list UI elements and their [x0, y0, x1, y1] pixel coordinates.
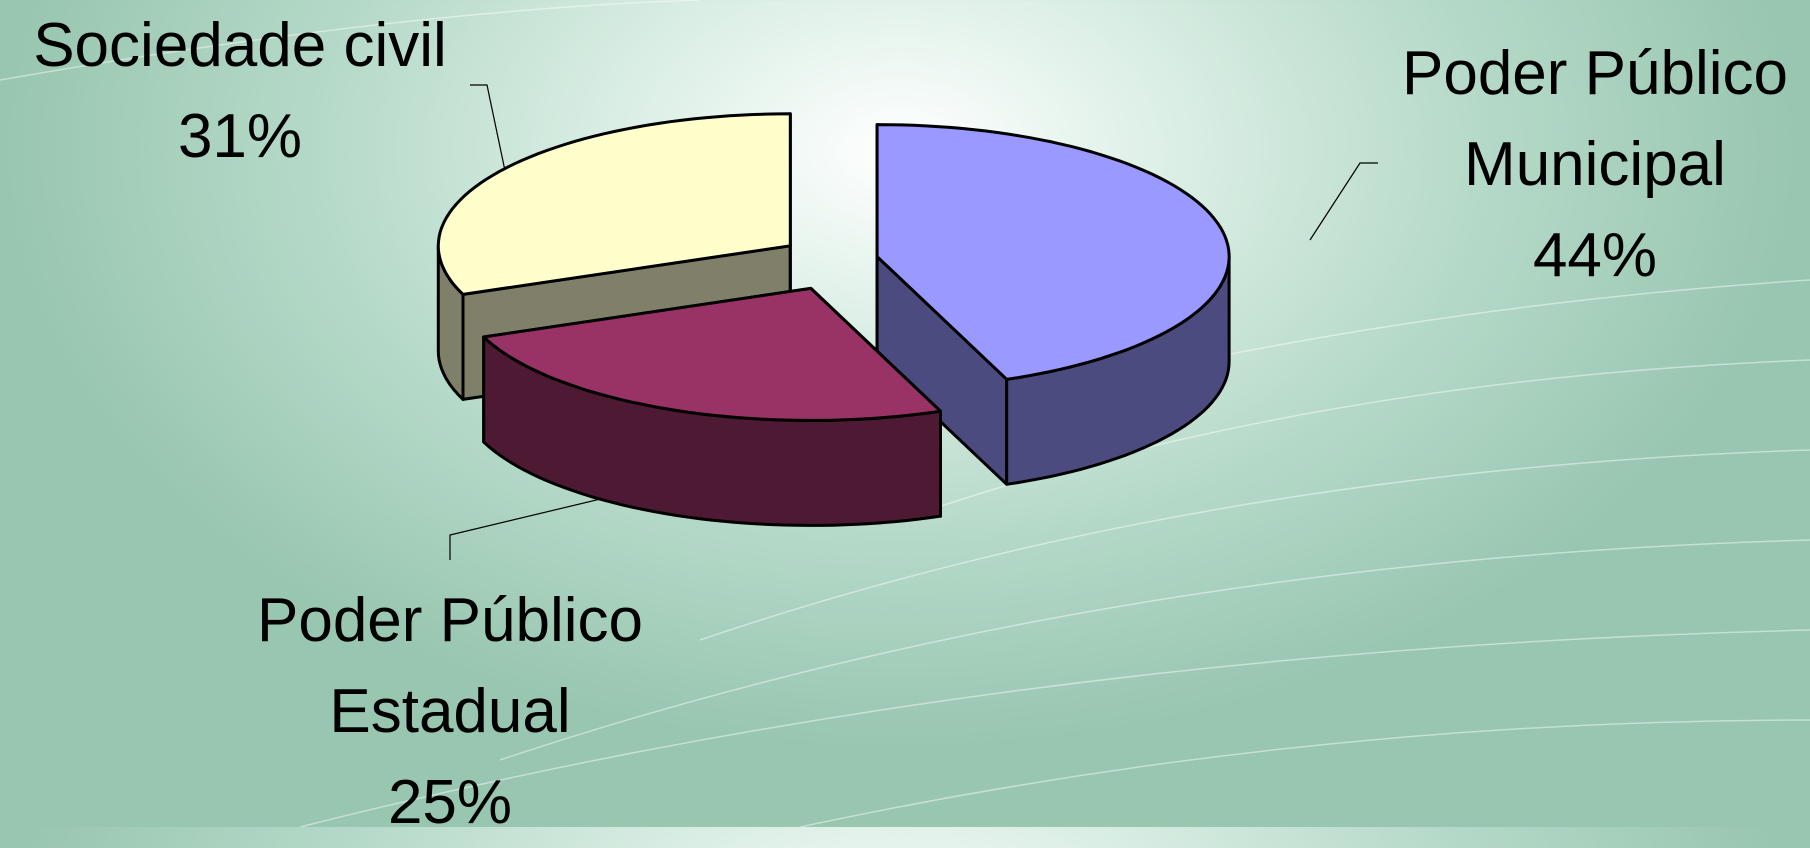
slice-top — [482, 286, 942, 422]
chart — [436, 84, 1378, 560]
slice-label: Sociedade civil 31% — [0, 0, 480, 182]
slice-top — [436, 112, 792, 296]
slice — [875, 123, 1231, 486]
category-label: Sociedade civil — [33, 11, 447, 80]
slice-label: Poder Público Municipal 44% — [1385, 28, 1805, 301]
pie — [436, 112, 1231, 527]
slice-label: Poder Público Estadual 25% — [240, 575, 660, 848]
value-label: 44% — [1532, 221, 1658, 290]
value-label: 31% — [177, 102, 303, 171]
category-label: Poder Público Estadual — [256, 586, 644, 746]
category-label: Poder Público Municipal — [1401, 39, 1789, 199]
slice-top — [875, 123, 1231, 381]
slice — [482, 286, 942, 527]
value-label: 25% — [387, 768, 513, 837]
